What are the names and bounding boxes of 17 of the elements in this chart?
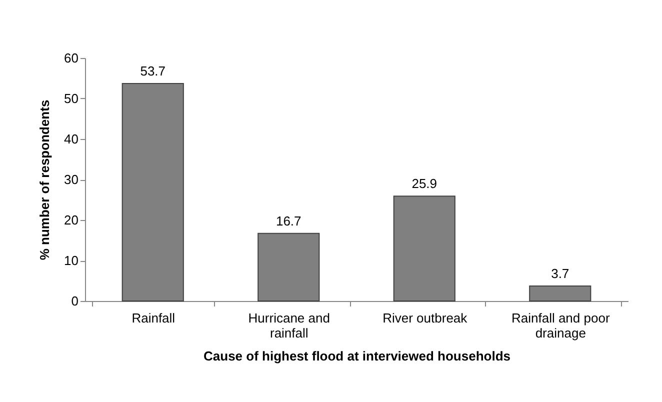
y-tick-label: 60 xyxy=(64,50,78,66)
x-tick-label: River outbreak xyxy=(382,310,468,326)
y-tick-label: 0 xyxy=(71,294,78,308)
x-tick-label: Hurricane and rainfall xyxy=(248,310,330,340)
data-label: 16.7 xyxy=(276,213,302,228)
x-tick-label: Rainfall xyxy=(132,310,176,326)
data-label: 25.9 xyxy=(412,176,438,192)
x-axis-title: Cause of highest flood at interviewed households xyxy=(204,348,510,364)
x-tick-label: Rainfall and poor drainage xyxy=(511,310,610,340)
data-label: 3.7 xyxy=(551,266,570,282)
data-label: 53.7 xyxy=(140,64,166,79)
y-axis-title: % number of respondents xyxy=(37,100,52,260)
y-tick-label: 20 xyxy=(64,212,78,228)
y-tick-label: 30 xyxy=(64,172,78,187)
y-tick-label: 40 xyxy=(64,132,78,146)
y-tick-label: 50 xyxy=(64,91,78,106)
y-tick-label: 10 xyxy=(64,253,78,268)
